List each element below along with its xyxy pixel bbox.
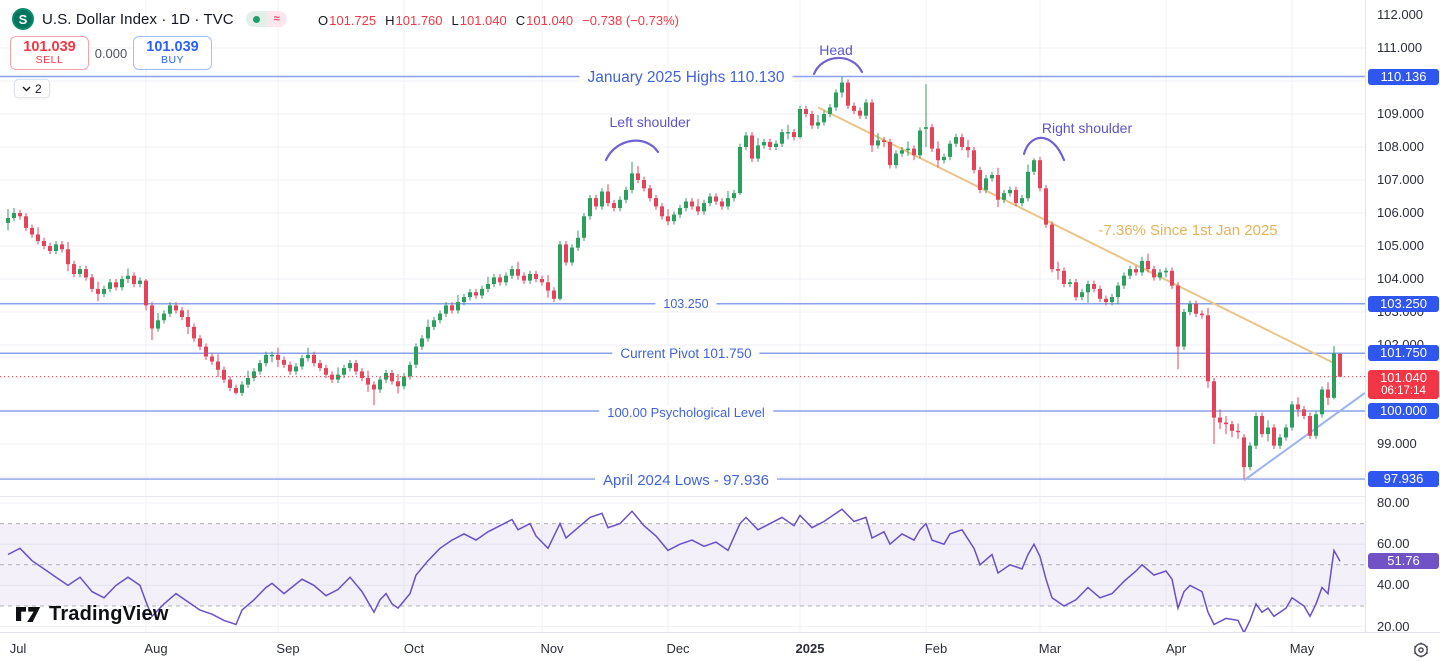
head-arc [812,56,864,76]
current-pivot-label: Current Pivot 101.750 [612,346,760,361]
last-price-badge: 101.040 06:17:14 [1368,369,1439,399]
time-axis-label: Oct [403,641,425,656]
time-axis-label: Dec [666,641,690,656]
sell-button[interactable]: 101.039 SELL [10,36,89,70]
market-open-dot-icon [252,15,260,23]
symbol-title[interactable]: U.S. Dollar Index · 1D · TVC [42,10,234,28]
ohlc-readout: O101.725 H101.760 L101.040 C101.040 −0.7… [318,13,679,28]
price-axis-label: 109.000 [1377,106,1424,121]
decline-percent-label: -7.36% Since 1st Jan 2025 [1098,222,1278,239]
time-axis-label: Feb [924,641,948,656]
level-103250-label: 103.250 [655,297,717,311]
price-axis-label: 99.000 [1377,436,1417,451]
bar-countdown: 06:17:14 [1381,384,1426,397]
price-axis-label: 104.000 [1377,271,1424,286]
price-axis-label: 108.000 [1377,139,1424,154]
level-price-badge: 103.250 [1368,295,1439,312]
time-axis[interactable]: Jul Aug Sep Oct Nov Dec 2025 Feb Mar Apr May [0,632,1440,662]
delayed-data-icon: ≈ [266,11,287,27]
buy-button[interactable]: 101.039 BUY [133,36,212,70]
level-price-badge: 110.136 [1368,68,1439,85]
time-axis-label: Mar [1038,641,1062,656]
price-axis-label: 105.000 [1377,238,1424,253]
time-axis-label: Apr [1165,641,1187,656]
january-highs-label: January 2025 Highs 110.130 [579,69,793,87]
tradingview-logo-icon [16,607,41,622]
rsi-axis-label: 20.00 [1377,618,1410,634]
price-axis-label: 106.000 [1377,205,1424,220]
level-price-badge: 100.000 [1368,403,1439,419]
time-axis-label: Nov [540,641,564,656]
rsi-axis-label: 40.00 [1377,577,1410,593]
time-axis-label: May [1289,641,1315,656]
symbol-logo[interactable]: S [12,8,34,30]
change-readout: −0.738 (−0.73%) [582,13,679,28]
time-axis-label: 2025 [795,641,825,656]
chart-plot-area[interactable]: Head Left shoulder Right shoulder Januar… [0,0,1365,632]
price-axis[interactable]: 112.000 111.000 109.000 108.000 107.000 106.0… [1365,0,1440,634]
rsi-axis-label: 60.00 [1377,536,1410,552]
tradingview-watermark: TradingView [16,603,169,626]
rsi-axis-label: 80.00 [1377,495,1410,510]
chevron-down-icon [22,86,31,91]
level-price-badge: 97.936 [1368,471,1439,488]
psychological-level-label: 100.00 Psychological Level [599,405,773,420]
timezone-settings-gear-icon[interactable] [1411,640,1431,660]
right-shoulder-arc [1022,136,1066,162]
time-axis-label: Aug [144,641,168,656]
spread-value: 0.000 [94,45,128,61]
rsi-value-badge: 51.76 [1368,553,1439,570]
price-axis-label: 107.000 [1377,172,1424,187]
indicators-collapse-button[interactable]: 2 [14,79,50,98]
right-shoulder-label: Right shoulder [1041,120,1133,136]
price-axis-label: 111.000 [1377,40,1423,55]
time-axis-label: Sep [276,641,300,656]
candlestick-chart[interactable] [0,0,1365,632]
left-shoulder-arc [604,139,660,162]
price-axis-label: 112.000 [1377,7,1424,22]
head-label: Head [819,42,853,58]
left-shoulder-label: Left shoulder [609,114,691,130]
market-status-pill[interactable]: ≈ [245,11,287,27]
time-axis-label: Jul [9,641,27,656]
april-lows-label: April 2024 Lows - 97.936 [595,472,777,489]
level-price-badge: 101.750 [1368,345,1439,362]
